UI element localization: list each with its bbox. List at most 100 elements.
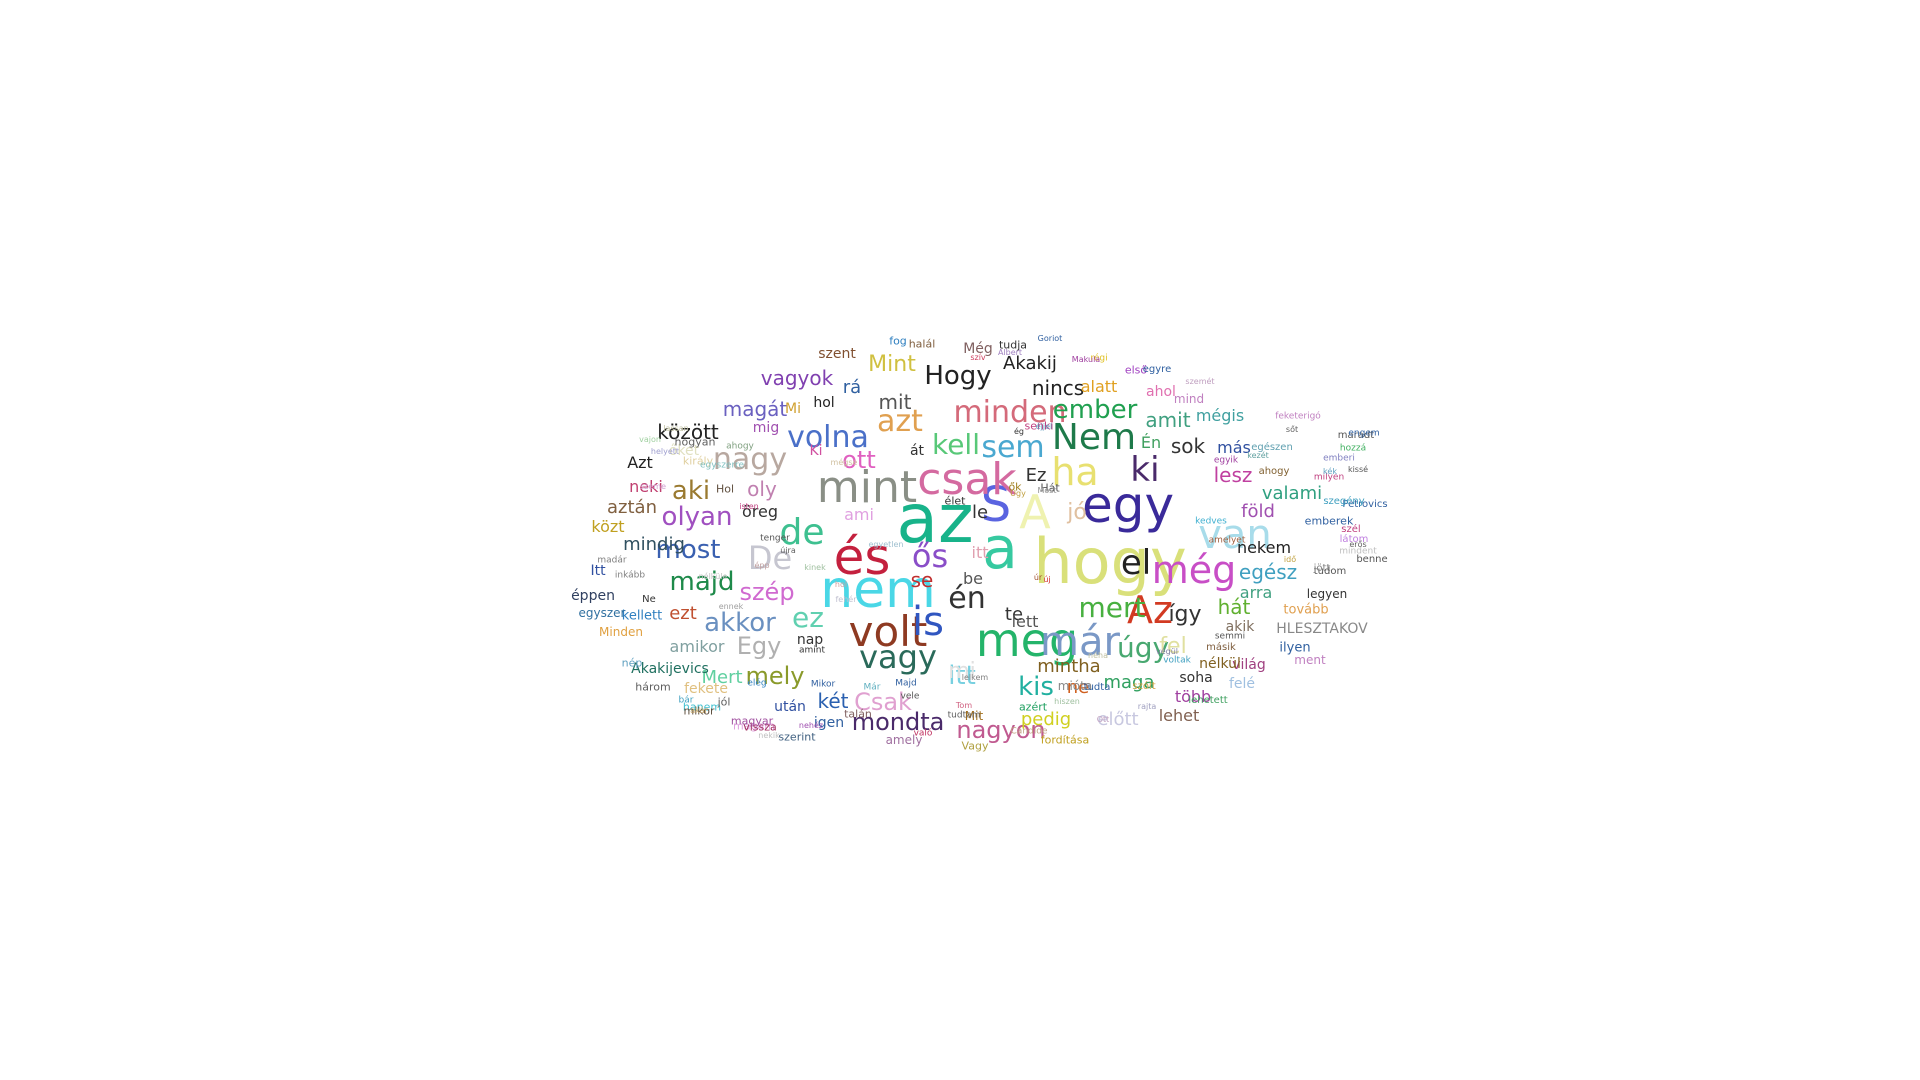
cloud-word: HLESZTAKOV xyxy=(1276,621,1368,637)
cloud-word: azért xyxy=(1018,700,1048,714)
cloud-word: föld xyxy=(1241,501,1275,522)
cloud-word: szív xyxy=(970,353,986,362)
cloud-word: Akakij xyxy=(1003,353,1057,374)
cloud-word: szemét xyxy=(1185,377,1215,386)
cloud-word: amikor xyxy=(669,637,725,656)
cloud-word: mert xyxy=(1078,591,1146,624)
cloud-word: mégse xyxy=(830,458,858,467)
cloud-word: fordítása xyxy=(1040,733,1090,747)
cloud-word: nehéz xyxy=(798,721,824,730)
cloud-word: mi xyxy=(948,659,976,684)
cloud-word: egész xyxy=(1238,560,1298,584)
cloud-word: úgy xyxy=(1116,631,1170,664)
cloud-word: lehet xyxy=(1158,706,1200,725)
cloud-word: nem xyxy=(820,560,936,620)
cloud-word: a xyxy=(982,514,1018,582)
cloud-word: ilyen xyxy=(1279,640,1311,656)
cloud-word: kis xyxy=(1018,672,1054,702)
cloud-word: hogy xyxy=(1033,525,1187,598)
cloud-word: amelyet xyxy=(1208,535,1246,546)
cloud-word: szép xyxy=(739,578,795,606)
cloud-word: nekik xyxy=(758,731,780,740)
cloud-word: akik xyxy=(1225,619,1255,635)
cloud-word: de xyxy=(779,512,825,553)
cloud-word: élet xyxy=(944,494,966,508)
cloud-word: Mi xyxy=(785,401,801,417)
cloud-word: Az xyxy=(1127,588,1173,632)
cloud-word: tudtam xyxy=(947,710,981,721)
cloud-word: aki xyxy=(671,476,711,506)
cloud-word: így xyxy=(1168,602,1202,627)
cloud-word: tovább xyxy=(1283,602,1329,618)
cloud-word: több xyxy=(1174,687,1212,706)
cloud-word: oly xyxy=(747,477,777,501)
cloud-word: szegény xyxy=(1323,496,1365,507)
cloud-word: inkább xyxy=(614,570,646,581)
cloud-word: Még xyxy=(963,341,993,357)
cloud-word: ne xyxy=(1066,677,1090,698)
cloud-word: új xyxy=(1043,575,1051,584)
cloud-word: ha xyxy=(1051,450,1099,494)
cloud-word: amint xyxy=(798,645,826,656)
cloud-word: ők xyxy=(1008,480,1022,494)
cloud-word: valami xyxy=(1261,483,1323,504)
cloud-word: ahogy xyxy=(1258,466,1290,477)
cloud-word: ahogy xyxy=(726,441,754,452)
cloud-word: S xyxy=(980,477,1012,533)
cloud-word: elég xyxy=(747,678,767,689)
cloud-word: vajon xyxy=(639,435,661,444)
cloud-word: vagyok xyxy=(760,366,834,390)
cloud-word: való xyxy=(913,728,933,739)
cloud-word: Hol xyxy=(715,482,735,496)
cloud-word: már xyxy=(1040,619,1120,665)
cloud-word: Goriot xyxy=(1037,334,1063,343)
cloud-word: régi xyxy=(1090,353,1108,364)
cloud-word: tenger xyxy=(760,533,790,544)
cloud-word: Akakijevics xyxy=(631,661,709,677)
cloud-word: látom xyxy=(1339,534,1369,545)
cloud-word: egyszerre xyxy=(699,460,745,471)
cloud-word: ment xyxy=(1294,653,1326,667)
cloud-word: között xyxy=(657,420,719,444)
cloud-word: is xyxy=(912,599,944,645)
cloud-word: sok xyxy=(1170,434,1206,458)
cloud-word: tudja xyxy=(998,338,1028,352)
cloud-word: mondta xyxy=(851,708,945,736)
cloud-word: fehér xyxy=(835,595,857,604)
cloud-word: Minden xyxy=(599,625,643,639)
cloud-word: amit xyxy=(1145,408,1191,432)
cloud-word: vagy xyxy=(859,638,937,676)
cloud-word: rajta xyxy=(1137,702,1157,711)
cloud-word: ahol xyxy=(1146,384,1176,400)
cloud-word: mit xyxy=(878,390,912,414)
cloud-word: idő xyxy=(1283,555,1297,564)
cloud-word: egyre xyxy=(1142,364,1172,375)
cloud-word: meg xyxy=(975,613,1079,667)
cloud-word: király xyxy=(682,454,714,468)
cloud-word: Makula xyxy=(1071,355,1101,364)
cloud-word: le xyxy=(971,502,989,523)
cloud-word: jó xyxy=(1067,500,1087,525)
cloud-word: egy xyxy=(1081,476,1175,534)
cloud-word: első xyxy=(1124,363,1148,377)
cloud-word: feketerigó xyxy=(1275,411,1321,422)
cloud-word: öreg xyxy=(741,502,779,521)
cloud-word: szólt xyxy=(1132,681,1156,692)
cloud-word: közt xyxy=(591,517,625,536)
cloud-word: magam xyxy=(733,719,775,733)
cloud-word: én xyxy=(948,581,986,616)
cloud-word: lehetett xyxy=(1188,695,1228,706)
cloud-word: lett xyxy=(1011,612,1039,631)
cloud-word: olyan xyxy=(661,502,733,532)
cloud-word: Most xyxy=(1037,486,1057,495)
cloud-word: jött xyxy=(1313,563,1331,574)
cloud-word: arra xyxy=(1239,583,1273,602)
cloud-word: kedves xyxy=(1195,516,1227,527)
cloud-word: se xyxy=(910,568,934,592)
cloud-word: vele xyxy=(900,691,920,702)
cloud-word: te xyxy=(1004,604,1024,625)
cloud-word: előtt xyxy=(1097,709,1139,730)
cloud-word: Mit xyxy=(964,709,984,723)
cloud-word: bár xyxy=(678,695,694,706)
